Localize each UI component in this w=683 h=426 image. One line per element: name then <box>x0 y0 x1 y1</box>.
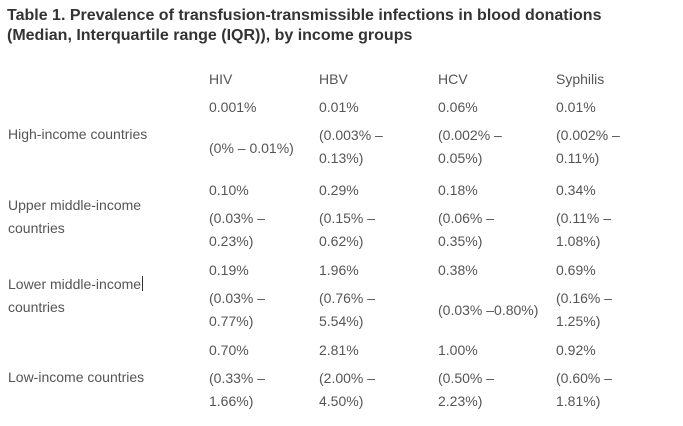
table-cell-iqr: (0.002% – 0.11%) <box>556 127 620 166</box>
table-cell-iqr: (0.03% –0.80%) <box>438 302 539 318</box>
table-cell-median: 0.18% <box>438 182 478 198</box>
table-cell-median: 0.34% <box>556 182 596 198</box>
table-cell-median: 0.06% <box>438 99 478 115</box>
table-title: Table 1. Prevalence of transfusion-trans… <box>7 6 683 46</box>
column-header-hcv: HCV <box>438 71 468 87</box>
row-label-upper-middle-income: Upper middle-income countries <box>8 197 142 236</box>
table-cell-iqr: (0.06% – 0.35%) <box>438 210 495 249</box>
table-cell-iqr: (0.03% – 0.77%) <box>209 290 266 329</box>
table-cell-iqr: (0.002% – 0.05%) <box>438 127 502 166</box>
column-header-hbv: HBV <box>319 71 348 87</box>
table-title-line-2: (Median, Interquartile range (IQR)), by … <box>7 27 413 44</box>
table-cell-iqr: (0.11% – 1.08%) <box>556 210 611 249</box>
table-cell-median: 1.96% <box>319 262 359 278</box>
table-cell-median: 0.69% <box>556 262 596 278</box>
text-cursor <box>142 276 144 291</box>
table-cell-iqr: (0.50% – 2.23%) <box>438 370 495 409</box>
column-header-syphilis: Syphilis <box>556 71 605 87</box>
table-cell-median: 1.00% <box>438 342 478 358</box>
row-label-line-1: Lower middle-income <box>8 276 142 292</box>
table-cell-median: 0.01% <box>556 99 596 115</box>
table-cell-iqr: (0.003% – 0.13%) <box>319 127 383 166</box>
table-title-line-1: Table 1. Prevalence of transfusion-trans… <box>7 7 602 24</box>
table-cell-median: 0.19% <box>209 262 249 278</box>
table-cell-iqr: (0.33% – 1.66%) <box>209 370 266 409</box>
table-cell-median: 2.81% <box>319 342 359 358</box>
table-cell-median: 0.38% <box>438 262 478 278</box>
table-cell-iqr: (2.00% – 4.50%) <box>319 370 376 409</box>
table-cell-median: 0.01% <box>319 99 359 115</box>
table-cell-median: 0.92% <box>556 342 596 358</box>
table-cell-iqr: (0.76% – 5.54%) <box>319 290 376 329</box>
table-cell-median: 0.29% <box>319 182 359 198</box>
row-label-high-income: High-income countries <box>8 126 148 142</box>
table-cell-iqr: (0.60% – 1.81%) <box>556 370 613 409</box>
row-label-line-2: countries <box>8 299 65 315</box>
row-label-lower-middle-income: Lower middle-income countries <box>8 273 144 319</box>
table-cell-median: 0.10% <box>209 182 249 198</box>
table-cell-iqr: (0% – 0.01%) <box>209 140 294 156</box>
table-cell-median: 0.70% <box>209 342 249 358</box>
table-cell-median: 0.001% <box>209 99 257 115</box>
table-cell-iqr: (0.15% – 0.62%) <box>319 210 376 249</box>
table-cell-iqr: (0.16% – 1.25%) <box>556 290 613 329</box>
column-header-hiv: HIV <box>209 71 233 87</box>
table-cell-iqr: (0.03% – 0.23%) <box>209 210 266 249</box>
row-label-low-income: Low-income countries <box>8 369 145 385</box>
